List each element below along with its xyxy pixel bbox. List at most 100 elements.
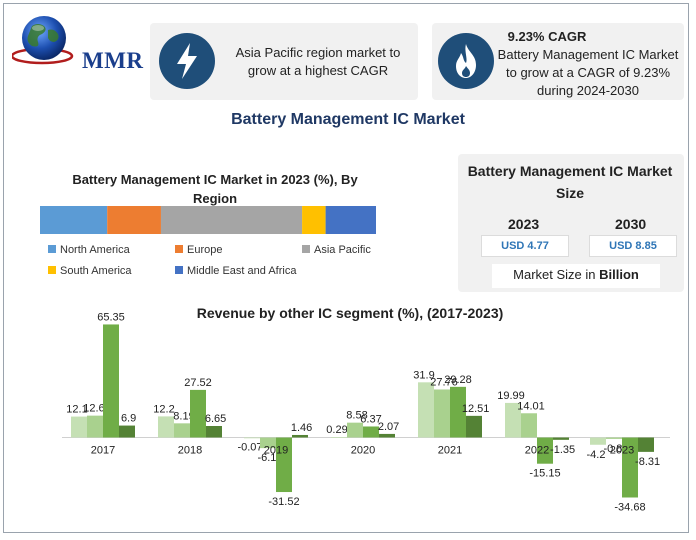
data-label-2017-s3: 65.35 — [97, 311, 125, 323]
bar-2019-s1 — [244, 437, 260, 439]
bar-2020-s3 — [363, 426, 379, 438]
highlight-card-cagr-text: Battery Management IC Market to grow at … — [497, 47, 679, 98]
bar-2017-s1 — [71, 416, 87, 438]
data-label-2022-s2: 14.01 — [517, 400, 545, 412]
bar-2019-s4 — [292, 434, 308, 438]
market-size-note-prefix: Market Size in — [513, 267, 600, 282]
data-label-2020-s1: 0.29 — [326, 424, 347, 436]
lightning-icon — [159, 33, 215, 89]
data-label-2021-s4: 12.51 — [462, 403, 490, 415]
region-chart-title: Battery Management IC Market in 2023 (%)… — [72, 172, 358, 206]
highlight-card-cagr: 9.23% CAGR Battery Management IC Market … — [432, 23, 684, 100]
legend-label: South America — [60, 265, 132, 277]
data-label-2023-s3: -34.68 — [614, 501, 645, 513]
legend-label: North America — [60, 244, 130, 256]
region-segment-south-america — [302, 206, 326, 234]
legend-middle-east-africa: Middle East and Africa — [175, 265, 296, 277]
x-tick-2018: 2018 — [178, 445, 202, 457]
data-label-2021-s2: 27.76 — [430, 376, 458, 388]
data-label-2018-s4: 6.65 — [205, 413, 226, 425]
data-label-2020-s2: 8.58 — [346, 410, 367, 422]
highlight-card-asia: Asia Pacific region market to grow at a … — [150, 23, 418, 100]
data-label-2019-s3: -31.52 — [268, 496, 299, 508]
bar-2020-s1 — [331, 436, 347, 438]
bar-2017-s2 — [87, 415, 103, 438]
data-label-2023-s4: -8.31 — [635, 456, 660, 468]
infographic-frame — [3, 3, 689, 533]
legend-swatch — [48, 245, 56, 254]
bar-2021-s2 — [434, 389, 450, 438]
bar-2018-s3 — [190, 389, 206, 438]
page-title: Battery Management IC Market — [231, 111, 465, 128]
bar-2022-s3 — [537, 437, 553, 464]
legend-label: Asia Pacific — [314, 244, 371, 256]
legend-swatch — [175, 266, 183, 275]
market-size-year-2023: 2023 — [508, 216, 540, 232]
legend-asia-pacific: Asia Pacific — [302, 244, 371, 256]
data-label-2021-s3: 29.28 — [444, 374, 472, 386]
bar-2021-s3 — [450, 386, 466, 438]
legend-south-america: South America — [48, 265, 132, 277]
bar-2022-s1 — [505, 402, 521, 438]
x-tick-2022: 2022 — [525, 445, 549, 457]
bar-2018-s4 — [206, 425, 222, 438]
market-size-note-unit: Billion — [599, 267, 639, 282]
market-size-value-2030: USD 8.85 — [589, 235, 677, 257]
data-label-2020-s3: 6.37 — [360, 413, 381, 425]
bar-2018-s1 — [158, 416, 174, 438]
region-segment-north-america — [40, 206, 108, 234]
highlight-card-asia-text: Asia Pacific region market to grow at a … — [235, 45, 401, 78]
globe-icon — [10, 16, 74, 65]
legend-swatch — [48, 266, 56, 275]
data-label-2020-s4: 2.07 — [378, 421, 399, 433]
legend-europe: Europe — [175, 244, 222, 256]
data-label-2018-s1: 12.2 — [153, 403, 174, 415]
bar-2020-s4 — [379, 433, 395, 438]
market-size-year-2030: 2030 — [615, 216, 647, 232]
bar-2023-s1 — [590, 437, 606, 445]
legend-label: Middle East and Africa — [187, 265, 297, 277]
region-segment-asia-pacific — [160, 206, 303, 234]
bar-2017-s4 — [119, 425, 135, 438]
region-stacked-bar — [40, 206, 376, 234]
legend-swatch — [302, 245, 310, 254]
data-label-2018-s2: 8.19 — [173, 410, 194, 422]
market-size-title: Battery Management IC Market Size — [467, 163, 673, 201]
data-label-2021-s1: 31.9 — [413, 369, 434, 381]
data-label-2022-s4: -1.35 — [550, 444, 575, 456]
bar-2023-s4 — [638, 437, 654, 452]
data-label-2019-s4: 1.46 — [291, 422, 312, 434]
bar-2023-s3 — [622, 437, 638, 498]
data-label-2022-s1: 19.99 — [497, 390, 525, 402]
data-label-2019-s1: -0.07 — [237, 442, 262, 454]
highlight-card-cagr-title: 9.23% CAGR — [507, 29, 587, 44]
x-tick-2019: 2019 — [264, 445, 288, 457]
flame-icon — [438, 33, 494, 89]
bar-2019-s3 — [276, 437, 292, 493]
bar-2020-s2 — [347, 422, 363, 438]
data-label-2017-s4: 6.9 — [121, 413, 136, 425]
region-segment-europe — [107, 206, 161, 234]
bar-2023-s2 — [606, 437, 622, 439]
x-tick-2023: 2023 — [610, 445, 634, 457]
brand-name: MMR — [82, 48, 144, 73]
market-size-note: Market Size in Billion — [492, 264, 660, 288]
bar-2017-s3 — [103, 324, 119, 438]
data-label-2018-s3: 27.52 — [184, 377, 212, 389]
legend-north-america: North America — [48, 244, 130, 256]
x-tick-2021: 2021 — [438, 445, 462, 457]
legend-swatch — [175, 245, 183, 254]
x-tick-2020: 2020 — [351, 445, 375, 457]
data-label-2022-s3: -15.15 — [529, 468, 560, 480]
bar-2021-s1 — [418, 382, 434, 438]
data-label-2017-s1: 12.1 — [66, 404, 87, 416]
brand-logo: MMR — [10, 10, 143, 73]
bar-2018-s2 — [174, 423, 190, 438]
bar-2022-s2 — [521, 413, 537, 438]
legend-label: Europe — [187, 244, 223, 256]
market-size-value-2023: USD 4.77 — [481, 235, 569, 257]
bar-2021-s4 — [466, 415, 482, 438]
x-tick-2017: 2017 — [91, 445, 115, 457]
revenue-chart-title: Revenue by other IC segment (%), (2017-2… — [196, 305, 504, 321]
